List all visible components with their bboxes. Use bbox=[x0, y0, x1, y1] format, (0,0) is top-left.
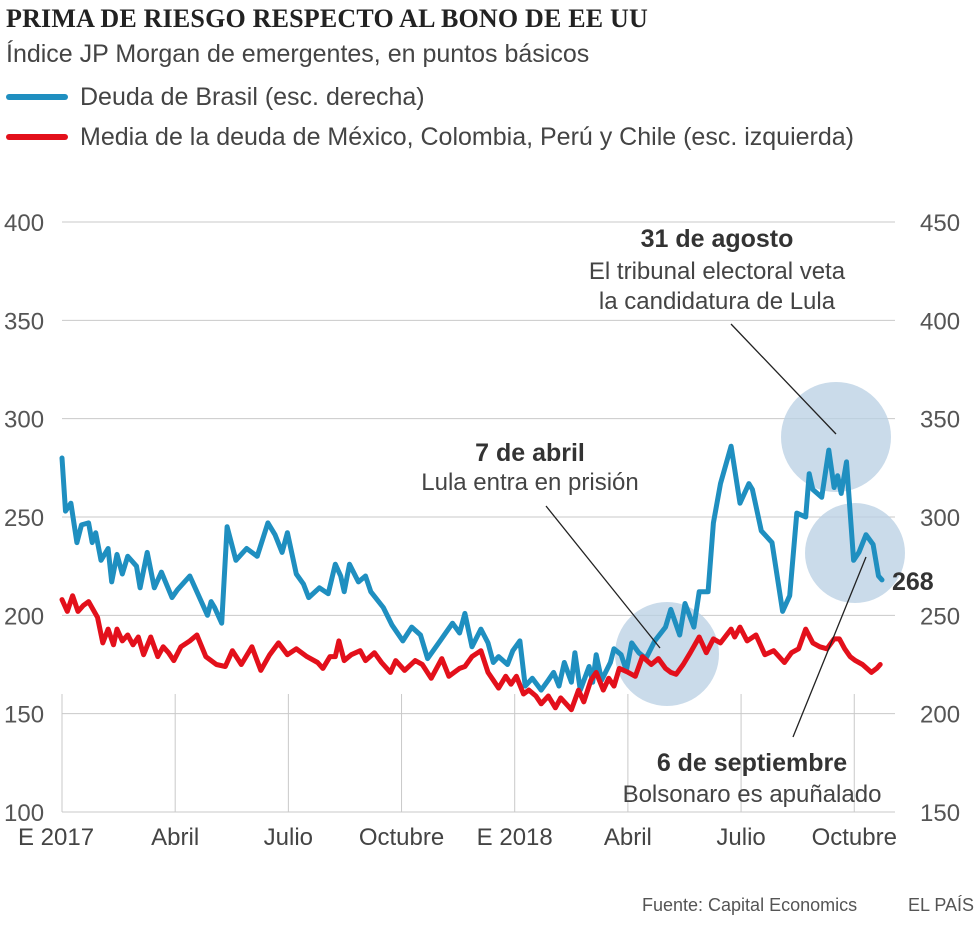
annotation-leader-line bbox=[730, 323, 837, 435]
legend-item-brasil: Deuda de Brasil (esc. derecha) bbox=[6, 82, 425, 112]
x-tick-label: Abril bbox=[604, 824, 652, 851]
y-right-tick-label: 250 bbox=[920, 603, 960, 630]
x-tick-label: Julio bbox=[716, 824, 765, 851]
y-left-tick-label: 250 bbox=[4, 505, 44, 532]
annotation-text: la candidatura de Lula bbox=[599, 288, 836, 315]
annotation-date: 6 de septiembre bbox=[657, 749, 847, 777]
annotation-date: 31 de agosto bbox=[641, 225, 794, 253]
annotation-leader-line bbox=[792, 556, 867, 738]
y-right-tick-label: 150 bbox=[920, 800, 960, 827]
y-left-tick-label: 100 bbox=[4, 800, 44, 827]
legend-item-media: Media de la deuda de México, Colombia, P… bbox=[6, 122, 854, 152]
legend-label-brasil: Deuda de Brasil (esc. derecha) bbox=[80, 82, 425, 111]
chart-title: PRIMA DE RIESGO RESPECTO AL BONO DE EE U… bbox=[6, 4, 648, 33]
legend-swatch-media bbox=[6, 134, 68, 140]
y-right-tick-label: 300 bbox=[920, 505, 960, 532]
end-value-label: 268 bbox=[892, 568, 934, 596]
legend-swatch-brasil bbox=[6, 94, 68, 100]
x-tick-label: E 2018 bbox=[477, 824, 553, 851]
y-right-tick-label: 400 bbox=[920, 308, 960, 335]
highlight-circle bbox=[781, 382, 891, 492]
y-left-tick-label: 350 bbox=[4, 308, 44, 335]
x-tick-label: Octubre bbox=[359, 824, 444, 851]
chart-subtitle: Índice JP Morgan de emergentes, en punto… bbox=[6, 40, 590, 68]
y-left-tick-label: 200 bbox=[4, 603, 44, 630]
y-left-tick-label: 400 bbox=[4, 210, 44, 237]
x-tick-label: Abril bbox=[151, 824, 199, 851]
y-left-tick-label: 300 bbox=[4, 407, 44, 434]
source-note: Fuente: Capital Economics bbox=[642, 895, 858, 915]
x-tick-label: E 2017 bbox=[18, 824, 94, 851]
x-tick-label: Julio bbox=[264, 824, 313, 851]
annotation-text: El tribunal electoral veta bbox=[589, 258, 846, 285]
series-line-brasil bbox=[59, 443, 885, 693]
y-left-tick-label: 150 bbox=[4, 702, 44, 729]
annotation-leader-line bbox=[545, 505, 661, 649]
annotation-date: 7 de abril bbox=[475, 439, 585, 467]
y-right-tick-label: 200 bbox=[920, 702, 960, 729]
series-line-media bbox=[59, 593, 883, 713]
annotation-text: Lula entra en prisión bbox=[421, 469, 638, 496]
y-right-tick-label: 350 bbox=[920, 407, 960, 434]
x-tick-label: Octubre bbox=[812, 824, 897, 851]
y-right-tick-label: 450 bbox=[920, 210, 960, 237]
publisher-brand: EL PAÍS bbox=[908, 895, 975, 915]
legend-label-media: Media de la deuda de México, Colombia, P… bbox=[80, 122, 854, 151]
annotation-text: Bolsonaro es apuñalado bbox=[623, 781, 882, 808]
